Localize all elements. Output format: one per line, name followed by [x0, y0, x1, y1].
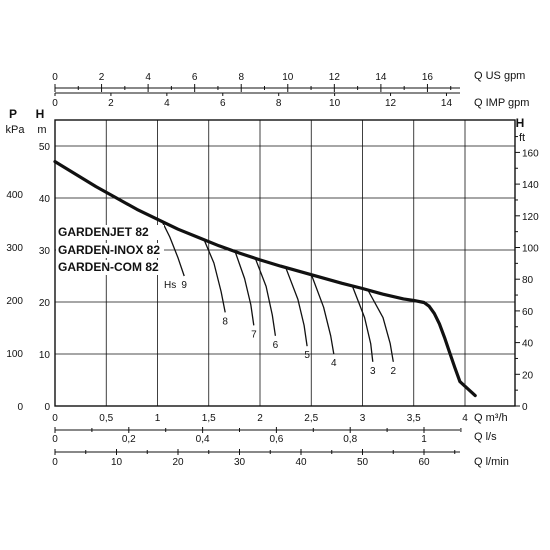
tick-label-q-ls: 0,6 — [269, 434, 283, 445]
tick-label-q-imp-gpm: 2 — [108, 98, 114, 109]
tick-label-h-m: 0 — [44, 402, 50, 413]
hs-curve-label-2: 2 — [390, 366, 396, 377]
tick-label-q-imp-gpm: 4 — [164, 98, 170, 109]
tick-label-q-us-gpm: 8 — [238, 72, 244, 83]
tick-label-h-ft: 80 — [522, 275, 534, 286]
tick-label-p-kpa: 200 — [6, 296, 23, 307]
model-label: GARDEN-INOX 82 — [58, 243, 160, 257]
tick-label-h-ft: 120 — [522, 212, 539, 223]
model-label: GARDEN-COM 82 — [58, 260, 159, 274]
tick-label-h-ft: 100 — [522, 244, 539, 255]
tick-label-h-ft: 140 — [522, 180, 539, 191]
model-label: GARDENJET 82 — [58, 225, 149, 239]
tick-label-q-m3h: 0,5 — [99, 413, 113, 424]
tick-label-q-us-gpm: 14 — [375, 72, 387, 83]
tick-label-p-kpa: 100 — [6, 349, 23, 360]
tick-label-h-m: 20 — [39, 298, 51, 309]
hs-curve-label-8: 8 — [222, 316, 228, 327]
tick-label-p-kpa: 400 — [6, 190, 23, 201]
tick-label-h-m: 10 — [39, 350, 51, 361]
tick-label-q-m3h: 0 — [52, 413, 58, 424]
tick-label-h-m: 30 — [39, 246, 51, 257]
tick-label-q-imp-gpm: 8 — [276, 98, 282, 109]
tick-label-h-m: 40 — [39, 194, 51, 205]
tick-label-q-us-gpm: 0 — [52, 72, 58, 83]
tick-label-h-ft: 20 — [522, 370, 534, 381]
hs-curve-label-4: 4 — [331, 358, 337, 369]
tick-label-q-us-gpm: 6 — [192, 72, 198, 83]
axis-label-h-ft-letter: H — [516, 116, 525, 130]
tick-label-q-imp-gpm: 0 — [52, 98, 58, 109]
axis-label-q-ls: Q l/s — [474, 431, 497, 443]
tick-label-h-m: 50 — [39, 142, 51, 153]
model-label-background — [56, 225, 164, 240]
tick-label-h-ft: 40 — [522, 339, 534, 350]
tick-label-q-m3h: 4 — [462, 413, 468, 424]
hs-curve-2 — [367, 289, 394, 362]
axis-label-h-letter: H — [36, 107, 45, 121]
hs-curve-label-6: 6 — [273, 340, 279, 351]
tick-label-q-us-gpm: 10 — [282, 72, 294, 83]
axis-label-p-letter: P — [9, 107, 17, 121]
tick-label-q-lmin: 50 — [357, 457, 369, 468]
axis-label-q-lmin: Q l/min — [474, 456, 509, 468]
performance-curve — [53, 160, 477, 398]
suction-lift-curves: 9 8 7 6 5 4 3 2 Hs — [161, 220, 396, 377]
tick-label-q-m3h: 1 — [155, 413, 161, 424]
tick-label-q-m3h: 2,5 — [304, 413, 318, 424]
tick-label-p-kpa: 0 — [17, 402, 23, 413]
hs-curve-label-5: 5 — [304, 350, 310, 361]
axis-label-q-imp-gpm: Q IMP gpm — [474, 97, 529, 109]
hs-curve-label-7: 7 — [251, 329, 257, 340]
hs-curve-3 — [351, 285, 374, 362]
tick-label-q-us-gpm: 2 — [99, 72, 105, 83]
tick-label-q-ls: 1 — [421, 434, 427, 445]
axis-label-q-m3h: Q m³/h — [474, 412, 508, 424]
tick-label-q-ls: 0 — [52, 434, 58, 445]
tick-label-q-imp-gpm: 14 — [441, 98, 453, 109]
axis-label-p-unit: kPa — [6, 124, 26, 136]
tick-label-q-ls: 0,8 — [343, 434, 357, 445]
tick-label-p-kpa: 300 — [6, 243, 23, 254]
performance-curve-group — [53, 160, 477, 398]
axis-label-q-us-gpm: Q US gpm — [474, 70, 525, 82]
hs-curve-7 — [233, 249, 255, 326]
hs-curve-label-3: 3 — [370, 366, 376, 377]
hs-curve-9 — [161, 220, 185, 277]
model-labels: GARDENJET 82 GARDEN-INOX 82 GARDEN-COM 82 — [56, 225, 164, 275]
tick-label-q-us-gpm: 4 — [145, 72, 151, 83]
tick-label-q-us-gpm: 16 — [422, 72, 434, 83]
tick-label-h-ft: 60 — [522, 307, 534, 318]
tick-label-q-ls: 0,2 — [122, 434, 136, 445]
model-label-background — [56, 260, 164, 275]
tick-label-q-m3h: 3,5 — [407, 413, 421, 424]
tick-label-q-ls: 0,4 — [196, 434, 210, 445]
tick-label-q-imp-gpm: 6 — [220, 98, 226, 109]
hs-curve-6 — [254, 257, 277, 336]
axis-label-h-unit: m — [37, 124, 46, 136]
hs-curve-8 — [203, 238, 226, 313]
hs-curve-label-9: 9 — [181, 280, 187, 291]
tick-label-q-lmin: 0 — [52, 457, 58, 468]
tick-label-q-lmin: 10 — [111, 457, 123, 468]
tick-label-h-ft: 0 — [522, 402, 528, 413]
hs-label: Hs — [164, 280, 176, 291]
tick-label-q-imp-gpm: 12 — [385, 98, 397, 109]
tick-label-q-m3h: 3 — [360, 413, 366, 424]
axis-label-h-ft-unit: ft — [519, 132, 525, 144]
hs-curve-4 — [310, 274, 335, 355]
tick-label-q-lmin: 30 — [234, 457, 246, 468]
tick-label-q-lmin: 60 — [418, 457, 430, 468]
tick-label-q-m3h: 2 — [257, 413, 263, 424]
hs-curve-5 — [284, 266, 308, 347]
tick-label-q-m3h: 1,5 — [202, 413, 216, 424]
tick-label-h-ft: 160 — [522, 148, 539, 159]
tick-label-q-us-gpm: 12 — [329, 72, 341, 83]
tick-label-q-lmin: 20 — [172, 457, 184, 468]
tick-label-q-imp-gpm: 10 — [329, 98, 341, 109]
tick-label-q-lmin: 40 — [295, 457, 307, 468]
model-label-background — [56, 243, 164, 258]
